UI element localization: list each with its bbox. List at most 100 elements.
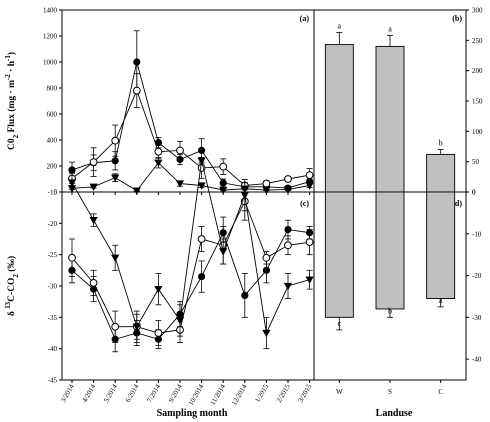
- ylabel-part: ): [6, 52, 17, 55]
- panel-c-series-3-point: [262, 329, 271, 338]
- panel-c-ytick-label: -20: [48, 220, 58, 228]
- panel-a-series-3-point: [219, 186, 228, 195]
- panel-a-ytick-label: 1400: [43, 7, 58, 15]
- panel-a-series-3-point: [175, 180, 185, 188]
- panel-c-series-2-point: [284, 241, 292, 250]
- panel-c-series-1-point: [198, 272, 206, 281]
- panel-d-significance-letter: b: [388, 306, 392, 315]
- panel-b-significance-letter: a: [388, 24, 392, 33]
- panel-d-xlabel: Landuse: [376, 408, 413, 419]
- panel-b-ytick-label: 150: [472, 98, 483, 106]
- panel-d-bar: [375, 191, 405, 310]
- panel-c-series-3-point: [154, 285, 163, 294]
- panel-a-ytick-label: 400: [47, 137, 58, 145]
- ylabel-part: C0: [7, 138, 17, 150]
- panel-b-label: (b): [452, 14, 462, 23]
- ylabel-part: · h: [7, 60, 17, 74]
- panel-b-significance-letter: b: [439, 139, 443, 148]
- panel-a: 0 200 400 600 800 1000 1200 1400: [43, 7, 315, 197]
- panel-c-ytick-label: -40: [48, 345, 58, 353]
- panel-c-series-3-point: [175, 317, 185, 325]
- panel-a-ylabel: C02 Flux (mg · m-2 · h-1): [4, 52, 20, 150]
- panel-d-label: (d): [452, 199, 462, 208]
- panel-a-series-3-line: [71, 162, 310, 192]
- panel-a-series-3-point: [154, 159, 163, 167]
- ylabel-part: 13: [4, 301, 12, 309]
- panel-a-series-3-point: [262, 186, 271, 195]
- panel-c-series-3-point: [240, 191, 249, 200]
- panel-a-series-3-point: [132, 187, 141, 195]
- panel-b-ytick-label: 0: [472, 189, 476, 197]
- panel-d-bar: [324, 191, 354, 318]
- panel-c-series-1-point: [262, 266, 270, 274]
- panel-a-series-1-point: [198, 146, 206, 154]
- ylabel-part: -2: [4, 74, 12, 80]
- panel-c-series-3-point: [132, 323, 141, 331]
- panel-a-ytick-label: 1000: [43, 59, 58, 67]
- panel-c-ytick-label: -35: [48, 314, 58, 322]
- panel-a-series-3-point: [305, 182, 314, 190]
- panel-c-series-1-point: [241, 291, 249, 299]
- panel-a-ytick-label: 800: [47, 85, 58, 93]
- panel-b-ytick-label: 200: [472, 67, 483, 75]
- panel-a-series-2-point: [111, 136, 120, 145]
- panel-a-series-3-point: [89, 183, 98, 192]
- panel-c: -45-40-35-30-25-20-153/2014 4/2014 5/2014 6…: [48, 157, 315, 407]
- ylabel-part: -1: [4, 55, 12, 61]
- panel-c-ytick-label: -45: [48, 377, 58, 385]
- panel-c-xlabel: Sampling month: [157, 408, 228, 419]
- panel-a-series-2-point: [284, 175, 292, 183]
- panel-c-series-1-point: [284, 226, 292, 234]
- panel-c-series-3-point: [283, 282, 293, 291]
- panel-c-ytick-label: -30: [48, 283, 58, 291]
- panel-d-ytick-label: -30: [472, 314, 482, 322]
- ylabel-part: δ: [7, 309, 17, 316]
- panel-b-ytick-label: 50: [472, 158, 480, 166]
- panel-c-ytick-label: -15: [48, 189, 58, 197]
- panel-c-series-2-line: [71, 200, 310, 334]
- panel-a-series-1-point: [111, 157, 119, 165]
- panel-c-series-1-line: [71, 229, 310, 340]
- panel-c-series-3-point: [197, 157, 206, 165]
- panel-c-series-2-point: [197, 235, 206, 243]
- ylabel-part: (‰): [6, 256, 17, 274]
- panel-d-ytick-label: 0: [472, 189, 476, 197]
- panel-c-series-2-point: [68, 253, 76, 262]
- panel-a-ytick-label: 200: [47, 163, 58, 171]
- panel-d-ytick-label: -40: [472, 356, 482, 364]
- panel-d-significance-letter: a: [439, 296, 443, 305]
- panel-b-bar: [324, 44, 354, 193]
- panel-d: 0 -10 -20 -30 -40 c Wb Sa C: [313, 189, 482, 396]
- panel-a-series-2-point: [132, 86, 141, 95]
- panel-b-ytick-label: 250: [472, 37, 483, 45]
- panel-a-series-1-point: [219, 179, 227, 187]
- ylabel-part: 2: [12, 274, 20, 278]
- panel-a-ytick-label: 600: [47, 111, 58, 119]
- panel-a-series-3-point: [283, 186, 293, 194]
- panel-c-series-3-point: [111, 254, 120, 263]
- panel-d-xtick-label: W: [336, 388, 343, 396]
- panel-c-series-2-point: [154, 329, 163, 337]
- panel-b-bar: [426, 153, 456, 193]
- panel-c-ytick-label: -25: [48, 251, 58, 259]
- panel-c-series-2-point: [89, 278, 98, 287]
- panel-d-xtick-label: C: [438, 388, 443, 396]
- panel-a-series-2-point: [219, 162, 228, 171]
- panel-c-ylabel: δ 13C-CO2 (‰): [4, 256, 20, 316]
- panel-b-bar: [375, 45, 405, 193]
- panel-c-label: (c): [300, 199, 309, 208]
- panel-a-ytick-label: 0: [54, 189, 58, 197]
- panel-b-ytick-label: 100: [472, 128, 483, 136]
- panel-c-series-3-point: [89, 217, 98, 225]
- panel-d-xtick-label: S: [388, 388, 392, 396]
- panel-c-series-2-point: [262, 253, 271, 262]
- panel-a-series-2-point: [305, 171, 314, 180]
- panel-d-significance-letter: c: [338, 319, 342, 328]
- panel-d-ytick-label: -10: [472, 230, 482, 238]
- panel-a-series-3-point: [197, 182, 206, 190]
- panel-b-significance-letter: a: [338, 21, 342, 30]
- panel-d-bar: [426, 191, 456, 299]
- panel-a-series-2-point: [262, 179, 271, 188]
- panel-c-series-2-point: [111, 322, 120, 331]
